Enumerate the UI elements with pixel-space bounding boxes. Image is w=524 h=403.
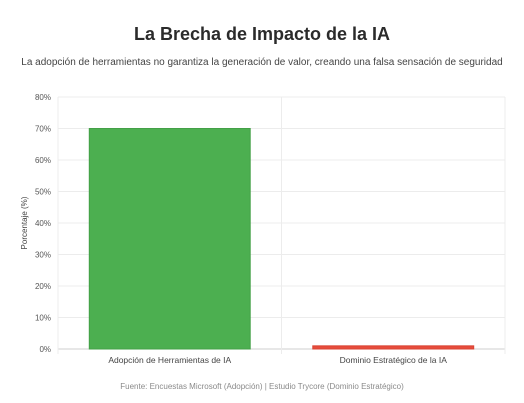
y-tick-label: 50%: [35, 188, 51, 197]
y-tick-label: 20%: [35, 282, 51, 291]
chart-source: Fuente: Encuestas Microsoft (Adopción) |…: [120, 382, 404, 391]
x-axis-ticks: Adopción de Herramientas de IA Dominio Es…: [108, 355, 447, 365]
y-axis-label: Porcentaje (%): [20, 196, 29, 249]
y-tick-label: 30%: [35, 251, 51, 260]
x-tick-label: Adopción de Herramientas de IA: [108, 355, 231, 365]
chart-title: La Brecha de Impacto de la IA: [133, 24, 391, 44]
bars: [88, 128, 475, 350]
bar-1[interactable]: [88, 128, 251, 350]
chart-subtitle: La adopción de herramientas no garantiza…: [21, 57, 503, 68]
y-tick-label: 10%: [35, 314, 51, 323]
y-tick-label: 60%: [35, 156, 51, 165]
y-tick-label: 0%: [39, 345, 51, 354]
x-tick-label: Dominio Estratégico de la IA: [340, 355, 448, 365]
bar-2[interactable]: [312, 345, 475, 350]
y-tick-label: 40%: [35, 219, 51, 228]
y-tick-label: 70%: [35, 125, 51, 134]
y-axis-ticks: 0% 10% 20% 30% 40% 50% 60% 70% 80%: [35, 93, 51, 354]
y-tick-label: 80%: [35, 93, 51, 102]
